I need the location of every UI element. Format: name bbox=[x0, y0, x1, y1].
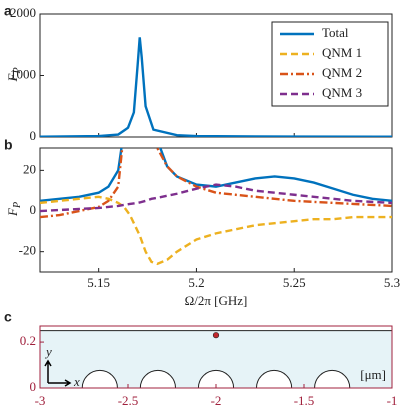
series-line bbox=[40, 148, 392, 219]
y-tick-label: 0.2 bbox=[20, 333, 36, 348]
x-tick-label: -2.5 bbox=[118, 393, 139, 408]
y-tick-label: -20 bbox=[19, 243, 36, 258]
hole bbox=[314, 369, 351, 389]
x-tick-label: -1 bbox=[387, 393, 398, 408]
axis-arrows bbox=[44, 359, 72, 387]
x-tick-label: -3 bbox=[35, 393, 46, 408]
hole bbox=[197, 369, 235, 389]
series-line bbox=[40, 195, 392, 266]
x-tick-label: -1.5 bbox=[294, 393, 315, 408]
x-tick-label: 5.25 bbox=[283, 275, 306, 290]
source-point bbox=[212, 332, 220, 339]
legend-label: QNM 2 bbox=[322, 65, 362, 80]
series-line bbox=[40, 37, 392, 137]
unit-label: [μm] bbox=[360, 367, 386, 382]
y-label-sub: P bbox=[12, 67, 23, 74]
y-tick-label: 1000 bbox=[10, 66, 36, 81]
x-tick-label: -2 bbox=[211, 393, 222, 408]
y-axis-label: FP bbox=[5, 202, 23, 217]
panel-label: b bbox=[4, 137, 13, 153]
legend-box bbox=[271, 21, 389, 107]
y-tick-label: 0 bbox=[30, 128, 37, 143]
series-line bbox=[40, 183, 392, 213]
plot-area bbox=[40, 37, 392, 137]
y-label-main: F bbox=[5, 207, 20, 217]
y-arrow-label: y bbox=[44, 344, 52, 359]
y-label-main: F bbox=[5, 73, 20, 83]
x-tick-label: 5.15 bbox=[87, 275, 110, 290]
y-tick-label: 0 bbox=[30, 202, 37, 217]
y-axis-label: FP bbox=[5, 67, 23, 82]
y-label-sub: P bbox=[12, 202, 23, 209]
hole bbox=[139, 369, 177, 389]
panel-label: a bbox=[4, 3, 12, 19]
series-line bbox=[40, 148, 392, 203]
y-tick-label: 0 bbox=[30, 379, 37, 394]
legend-label: QNM 1 bbox=[322, 45, 362, 60]
y-tick-label: 20 bbox=[23, 161, 36, 176]
y-tick-label: 2000 bbox=[10, 5, 36, 20]
x-tick-label: 5.3 bbox=[384, 275, 400, 290]
x-axis-label: Ω/2π [GHz] bbox=[185, 293, 248, 308]
legend-label: Total bbox=[322, 25, 349, 40]
x-tick-label: 5.2 bbox=[188, 275, 204, 290]
legend-label: QNM 3 bbox=[322, 85, 362, 100]
plot-area bbox=[40, 148, 392, 266]
panel-label: c bbox=[4, 309, 12, 325]
hole bbox=[255, 369, 293, 389]
x-arrow-label: x bbox=[73, 374, 80, 389]
axes-box bbox=[39, 147, 393, 273]
hole bbox=[81, 369, 118, 389]
